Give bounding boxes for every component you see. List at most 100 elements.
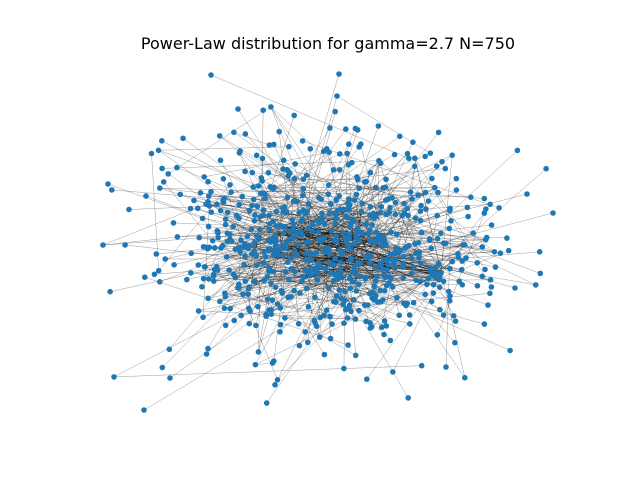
graph-node — [352, 316, 359, 322]
graph-node — [285, 276, 292, 283]
graph-node — [363, 318, 369, 325]
graph-edge — [272, 188, 320, 338]
graph-node — [205, 295, 211, 302]
graph-edge — [224, 293, 387, 327]
graph-node — [230, 223, 236, 230]
graph-node — [363, 178, 370, 185]
graph-node — [410, 299, 417, 306]
graph-edge — [325, 248, 336, 303]
graph-node — [210, 273, 217, 279]
graph-node — [425, 275, 432, 282]
graph-node — [288, 255, 294, 261]
graph-node — [410, 139, 416, 145]
graph-node — [371, 283, 377, 290]
graph-node — [259, 155, 266, 162]
graph-node — [394, 295, 400, 301]
graph-node — [226, 267, 232, 273]
graph-node — [492, 264, 499, 270]
graph-node — [440, 312, 447, 318]
graph-node — [505, 247, 512, 254]
graph-edge — [291, 272, 442, 297]
graph-node — [337, 267, 344, 274]
graph-node — [264, 273, 271, 280]
graph-node — [159, 364, 166, 371]
graph-node — [239, 193, 245, 200]
graph-edge — [373, 213, 442, 273]
graph-node — [200, 314, 206, 321]
graph-edge — [440, 243, 444, 273]
graph-edge — [216, 204, 323, 219]
graph-node — [177, 191, 183, 198]
graph-node — [327, 335, 334, 342]
graph-edge — [233, 132, 270, 146]
graph-node — [171, 262, 177, 268]
graph-node — [249, 169, 256, 176]
graph-node — [487, 290, 493, 297]
graph-edge — [325, 268, 331, 339]
graph-node — [404, 205, 411, 212]
graph-node — [292, 268, 298, 275]
graph-edge — [224, 253, 395, 309]
graph-node — [222, 221, 229, 228]
graph-node — [315, 270, 321, 276]
graph-edge — [369, 239, 465, 378]
graph-node — [403, 302, 409, 309]
graph-node — [260, 107, 267, 113]
graph-edge — [176, 167, 431, 268]
graph-node — [291, 287, 297, 294]
graph-node — [280, 166, 286, 172]
graph-node — [367, 169, 374, 176]
graph-node — [418, 202, 424, 209]
graph-edge — [198, 211, 277, 266]
graph-node — [322, 221, 328, 227]
graph-edge — [263, 253, 330, 281]
graph-edge — [144, 277, 349, 346]
graph-edge — [287, 176, 300, 213]
graph-node — [426, 236, 433, 242]
graph-node — [263, 313, 270, 319]
graph-edge — [173, 222, 359, 232]
graph-node — [272, 233, 278, 239]
graph-node — [372, 294, 379, 301]
graph-node — [339, 251, 345, 258]
graph-node — [265, 237, 272, 243]
graph-node — [188, 270, 194, 276]
graph-node — [260, 207, 267, 213]
graph-node — [219, 242, 226, 249]
graph-node — [305, 339, 311, 346]
graph-node — [468, 194, 474, 200]
graph-node — [325, 191, 332, 198]
graph-node — [270, 268, 277, 275]
graph-node — [299, 232, 306, 238]
graph-node — [358, 141, 364, 147]
graph-node — [439, 158, 445, 165]
graph-node — [344, 240, 350, 246]
graph-node — [266, 265, 273, 272]
graph-node — [336, 193, 343, 199]
graph-node — [377, 210, 383, 216]
graph-node — [357, 260, 363, 267]
graph-node — [251, 248, 258, 255]
graph-edge — [328, 278, 350, 289]
graph-edge — [328, 152, 334, 170]
graph-node — [289, 217, 296, 223]
graph-node — [384, 267, 390, 273]
graph-node — [434, 212, 441, 219]
graph-node — [309, 221, 316, 228]
graph-node — [265, 169, 272, 176]
graph-node — [262, 195, 268, 202]
graph-node — [222, 293, 229, 300]
graph-edge — [308, 148, 311, 229]
graph-edge — [113, 365, 422, 378]
graph-node — [288, 294, 294, 300]
graph-node — [336, 71, 342, 77]
graph-node — [303, 239, 310, 246]
graph-node — [205, 223, 212, 230]
graph-node — [373, 184, 379, 191]
graph-node — [383, 256, 389, 263]
graph-node — [371, 215, 377, 221]
graph-node — [459, 258, 466, 264]
graph-node — [236, 285, 242, 291]
graph-node — [381, 331, 387, 338]
graph-node — [367, 259, 373, 266]
